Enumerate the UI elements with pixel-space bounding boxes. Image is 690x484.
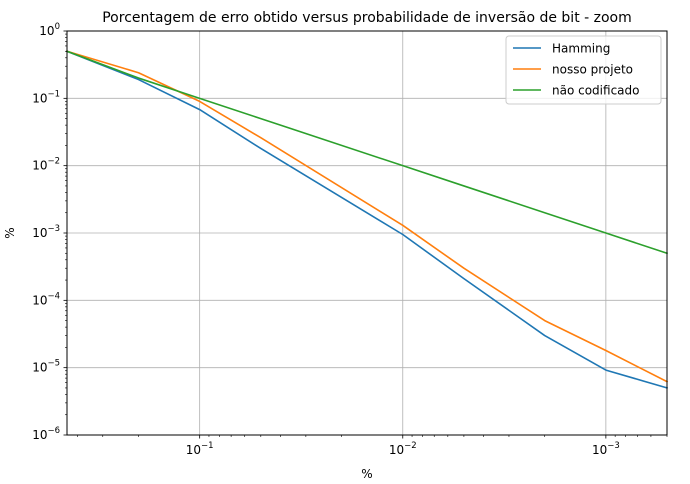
y-tick-label: 10−2 bbox=[32, 157, 60, 173]
legend: Hamming nosso projeto não codificado bbox=[505, 35, 662, 105]
legend-label-0: Hamming bbox=[552, 42, 610, 56]
y-tick-label: 10−4 bbox=[32, 291, 60, 307]
x-tick-label: 10−2 bbox=[389, 441, 417, 457]
y-axis-label: % bbox=[3, 227, 17, 238]
legend-label-1: nosso projeto bbox=[552, 63, 633, 77]
legend-box bbox=[505, 35, 662, 105]
legend-label-2: não codificado bbox=[552, 84, 639, 98]
series-line-0 bbox=[65, 50, 668, 389]
x-axis-label: % bbox=[361, 467, 372, 481]
series-lines bbox=[65, 50, 669, 389]
x-tick-label: 10−3 bbox=[592, 441, 620, 457]
y-tick-label: 10−1 bbox=[32, 89, 60, 105]
x-tick-label: 10−1 bbox=[186, 441, 214, 457]
y-tick-label: 100 bbox=[39, 22, 60, 38]
y-tick-label: 10−5 bbox=[32, 359, 60, 375]
series-line-2 bbox=[65, 50, 669, 255]
series-line-1 bbox=[66, 50, 669, 383]
chart-title: Porcentagem de erro obtido versus probab… bbox=[102, 10, 632, 26]
y-tick-label: 10−6 bbox=[32, 426, 60, 442]
y-tick-label: 10−3 bbox=[32, 224, 60, 240]
axis-ticks: 10−1 10−2 10−3 100 10−1 10−2 10−3 10−4 10−5 10−6 bbox=[32, 22, 668, 457]
